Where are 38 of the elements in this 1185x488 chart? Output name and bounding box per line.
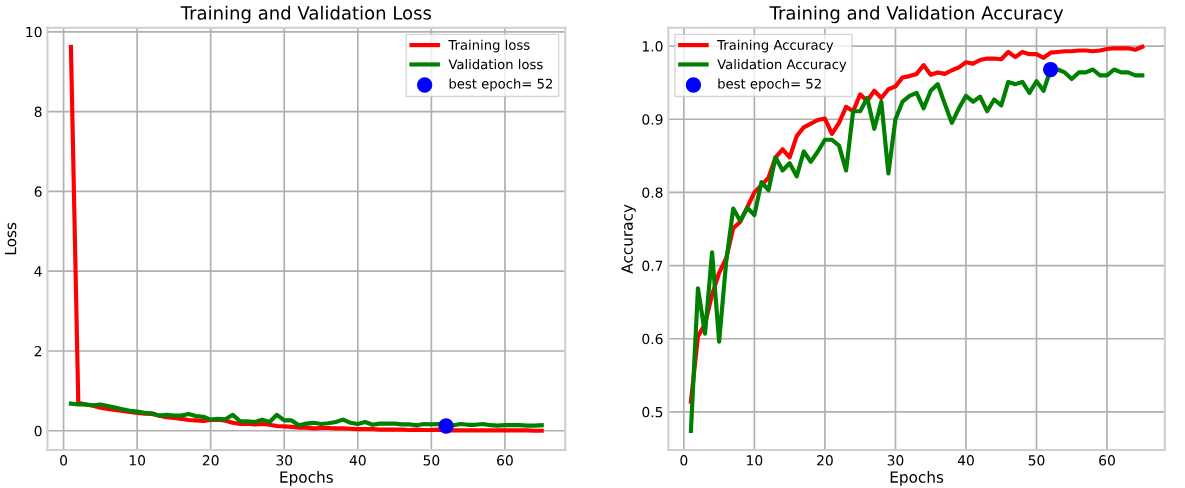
y-tick-label: 0.5 [642, 406, 663, 418]
y-tick-label: 4 [34, 266, 42, 277]
x-tick-label: 0 [680, 455, 688, 466]
x-tick-label: 60 [497, 455, 513, 466]
y-tick-label: 0.7 [642, 260, 663, 272]
legend-label: Training Accuracy [717, 39, 834, 53]
y-tick-label: 0.9 [642, 114, 663, 125]
x-tick-label: 20 [817, 455, 833, 466]
legend-label: Validation Accuracy [717, 59, 847, 72]
legend-label: Validation loss [448, 59, 543, 70]
y-tick-label: 1.0 [642, 41, 663, 52]
x-tick-label: 20 [202, 455, 219, 466]
x-axis-title: Epochs [280, 471, 333, 486]
y-tick-label: 0.6 [642, 333, 663, 345]
x-axis-title: Epochs [890, 471, 944, 486]
x-tick-label: 40 [349, 455, 366, 466]
x-tick-label: 0 [60, 455, 68, 466]
x-tick-label: 30 [276, 455, 293, 466]
x-tick-label: 50 [1028, 455, 1045, 466]
x-tick-label: 60 [1099, 455, 1115, 466]
y-tick-label: 0.8 [642, 187, 663, 198]
y-tick-label: 2 [34, 345, 42, 357]
y-tick-label: 10 [26, 26, 42, 38]
x-tick-label: 40 [957, 455, 974, 466]
y-axis-title: Loss [4, 222, 17, 255]
y-tick-label: 6 [34, 186, 42, 197]
chart-title: Training and Validation Accuracy [769, 5, 1064, 24]
y-axis-title: Accuracy [621, 204, 636, 274]
legend-label: best epoch= 52 [449, 78, 553, 92]
y-tick-label: 0 [34, 425, 42, 437]
chart-title: Training and Validation Loss [180, 5, 432, 24]
y-tick-label: 8 [34, 106, 42, 118]
x-tick-label: 50 [423, 455, 440, 466]
legend-label: Training loss [448, 39, 530, 53]
x-tick-label: 30 [887, 455, 904, 466]
x-tick-label: 10 [129, 455, 146, 466]
x-tick-label: 10 [747, 455, 763, 466]
legend-label: best epoch= 52 [718, 78, 821, 92]
